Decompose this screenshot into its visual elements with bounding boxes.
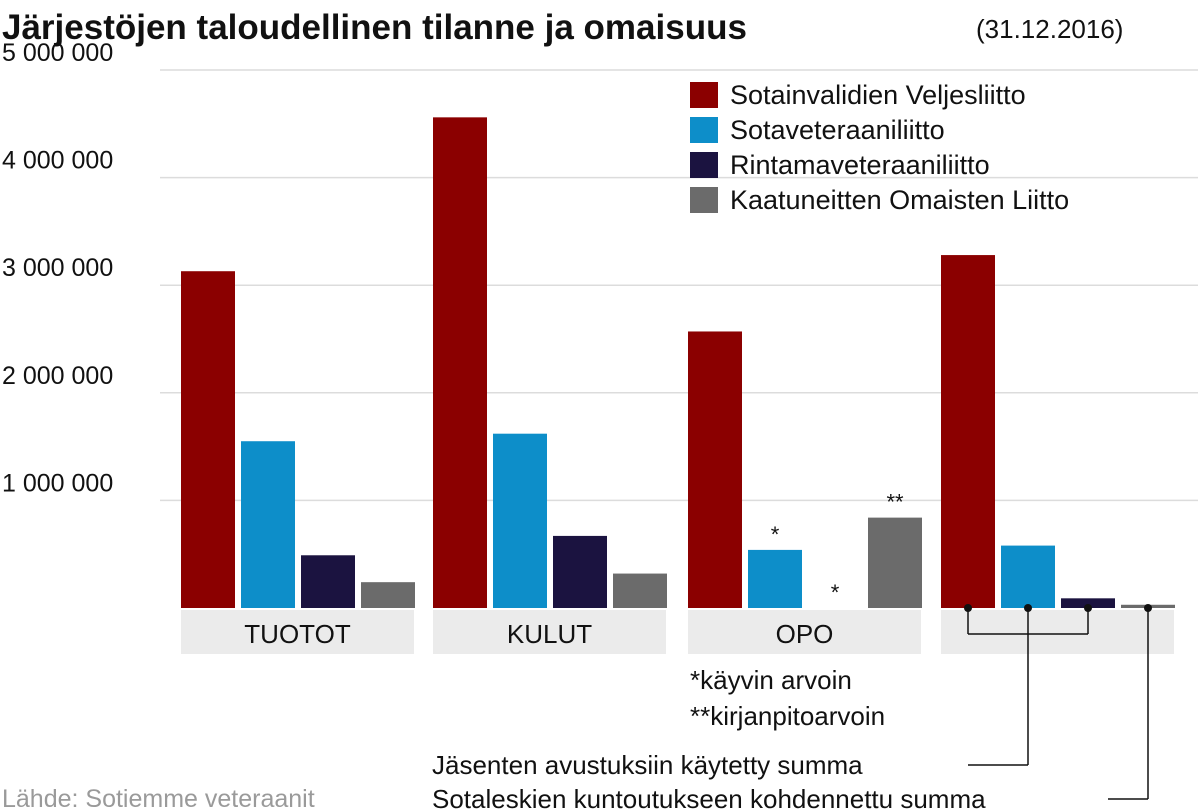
- legend-label: Kaatuneitten Omaisten Liitto: [730, 185, 1069, 215]
- chart-title: Järjestöjen taloudellinen tilanne ja oma…: [2, 8, 747, 47]
- legend-swatch: [690, 152, 718, 178]
- bar-mark: *: [831, 580, 840, 605]
- category-bands: TUOTOT KULUT OPO: [181, 610, 1174, 654]
- chart-subtitle: (31.12.2016): [976, 14, 1123, 44]
- legend-swatch: [690, 117, 718, 143]
- bar-mark: **: [886, 490, 904, 515]
- category-band: [433, 610, 666, 654]
- notes: *käyvin arvoin **kirjanpitoarvoin: [690, 665, 885, 731]
- bar: [301, 555, 355, 608]
- bar: [181, 271, 235, 608]
- bar-marks: ****: [771, 490, 904, 605]
- bar: [613, 573, 667, 608]
- callout-text: Sotaleskien kuntoutukseen kohdennettu su…: [432, 784, 986, 812]
- bar: [688, 331, 742, 608]
- legend-label: Rintamaveteraaniliitto: [730, 150, 990, 180]
- y-tick-label: 4 000 000: [2, 147, 113, 175]
- bar: [941, 255, 995, 608]
- footnote: *käyvin arvoin: [690, 665, 852, 695]
- bars: [181, 117, 1175, 609]
- bar: [1061, 598, 1115, 608]
- bar-mark: *: [771, 522, 780, 547]
- callout-text: Jäsenten avustuksiin käytetty summa: [432, 750, 863, 780]
- legend-swatch: [690, 187, 718, 213]
- bar: [1001, 545, 1055, 608]
- source-note: Lähde: Sotiemme veteraanit: [2, 785, 315, 812]
- y-tick-label: 5 000 000: [2, 39, 113, 67]
- legend-label: Sotainvalidien Veljesliitto: [730, 80, 1026, 110]
- gridlines: [160, 69, 1198, 502]
- y-tick-label: 3 000 000: [2, 254, 113, 282]
- category-label: OPO: [776, 619, 834, 649]
- legend: Sotainvalidien Veljesliitto Sotaveteraani…: [690, 80, 1069, 215]
- category-band: [941, 610, 1174, 654]
- bar: [433, 117, 487, 609]
- category-label: KULUT: [507, 619, 592, 649]
- y-tick-label: 2 000 000: [2, 362, 113, 390]
- category-band: [181, 610, 414, 654]
- legend-swatch: [690, 82, 718, 108]
- y-axis-ticks: 1 000 000 2 000 000 3 000 000 4 000 000 5 00…: [2, 39, 113, 497]
- footnote: **kirjanpitoarvoin: [690, 701, 885, 731]
- bar: [241, 441, 295, 608]
- bar: [553, 535, 607, 608]
- legend-label: Sotaveteraaniliitto: [730, 115, 945, 145]
- bar: [868, 517, 922, 608]
- bar: [361, 582, 415, 608]
- bar: [748, 549, 802, 608]
- callouts: Jäsenten avustuksiin käytetty summa Sotal…: [432, 604, 1152, 812]
- bar: [493, 433, 547, 608]
- y-tick-label: 1 000 000: [2, 469, 113, 497]
- category-band: [688, 610, 921, 654]
- category-label: TUOTOT: [244, 619, 351, 649]
